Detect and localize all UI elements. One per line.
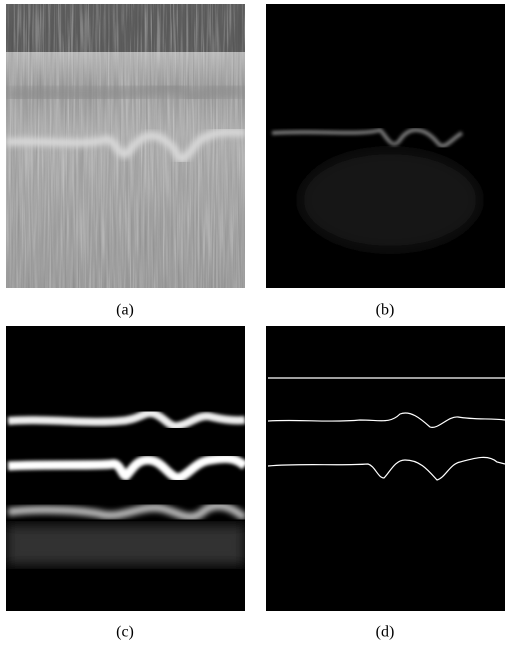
caption: (b) [376,302,395,319]
panel-c-image [6,326,245,611]
caption: (c) [116,624,134,641]
caption: (d) [376,624,395,641]
caption: (a) [116,302,134,319]
panel-d-image [266,326,506,611]
panel-b-image [266,4,505,288]
panel-a-image [6,4,245,288]
